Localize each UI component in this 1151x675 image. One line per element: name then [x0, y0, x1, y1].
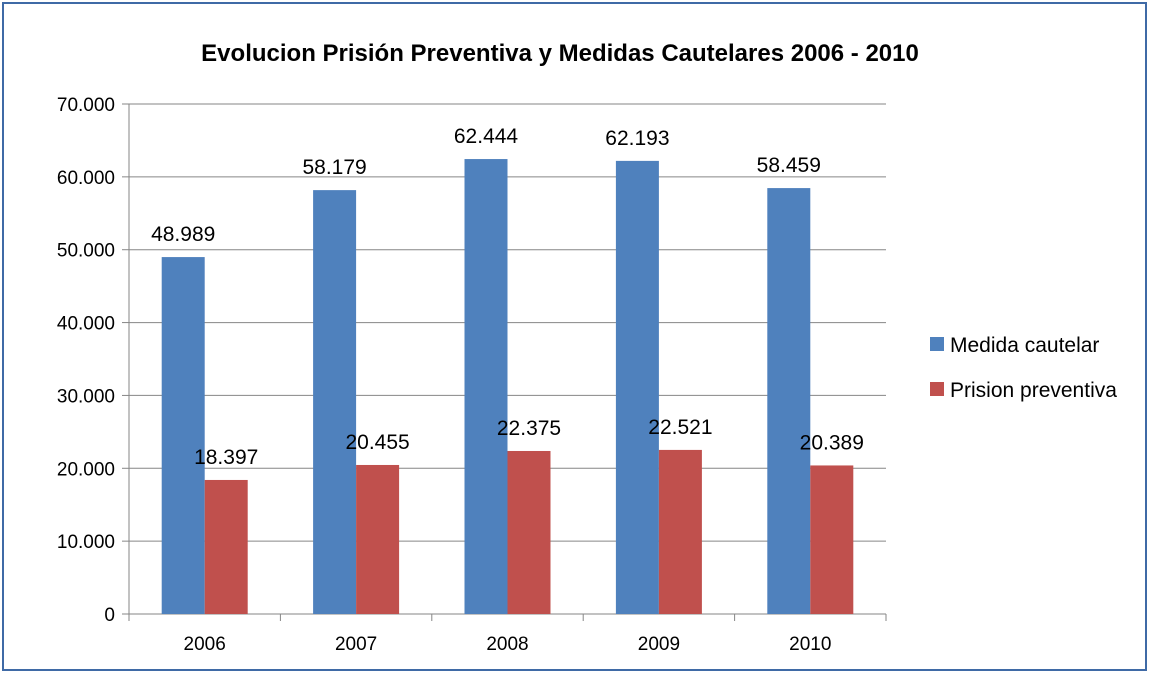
data-label: 58.179 [302, 156, 366, 179]
y-tick-label: 50.000 [57, 241, 115, 262]
data-label: 20.389 [800, 431, 864, 454]
bar [767, 188, 811, 615]
y-tick-label: 0 [104, 605, 115, 626]
legend-label: Medida cautelar [950, 334, 1099, 357]
data-label: 20.455 [345, 431, 409, 454]
legend-label: Prision preventiva [950, 379, 1117, 402]
bar [161, 257, 205, 614]
chart-title: Evolucion Prisión Preventiva y Medidas C… [201, 40, 919, 67]
data-label: 18.397 [194, 446, 258, 469]
bar [658, 449, 702, 614]
x-tick-label: 2007 [335, 634, 377, 655]
data-label: 48.989 [151, 223, 215, 246]
bar [204, 479, 248, 614]
bar [356, 464, 400, 614]
data-label: 22.375 [497, 417, 561, 440]
bar [810, 465, 854, 614]
bars [161, 159, 854, 615]
y-tick-label: 10.000 [57, 532, 115, 553]
y-tick-label: 60.000 [57, 168, 115, 189]
legend-swatch [930, 382, 944, 396]
x-tick-label: 2009 [638, 634, 680, 655]
y-tick-label: 20.000 [57, 459, 115, 480]
x-tick-label: 2006 [184, 634, 226, 655]
data-label: 62.444 [454, 125, 519, 148]
x-tick-label: 2010 [789, 634, 831, 655]
bar [507, 450, 551, 614]
bar [464, 159, 508, 615]
legend: Medida cautelar Prision preventiva [930, 334, 1117, 402]
x-tick-label: 2008 [486, 634, 528, 655]
y-tick-label: 40.000 [57, 314, 115, 335]
y-tick-label: 30.000 [57, 386, 115, 407]
y-tick-label: 70.000 [57, 95, 115, 116]
data-label: 62.193 [605, 127, 669, 150]
data-label: 58.459 [757, 154, 821, 177]
bar [615, 160, 659, 614]
data-label: 22.521 [648, 416, 712, 439]
axes: 0 10.000 20.000 30.000 40.000 50.000 60.000 70.… [57, 95, 887, 655]
legend-swatch [930, 337, 944, 351]
data-labels: 48.989 18.397 58.179 20.455 62.444 22.375 62.1… [151, 125, 864, 469]
bar [313, 190, 357, 614]
